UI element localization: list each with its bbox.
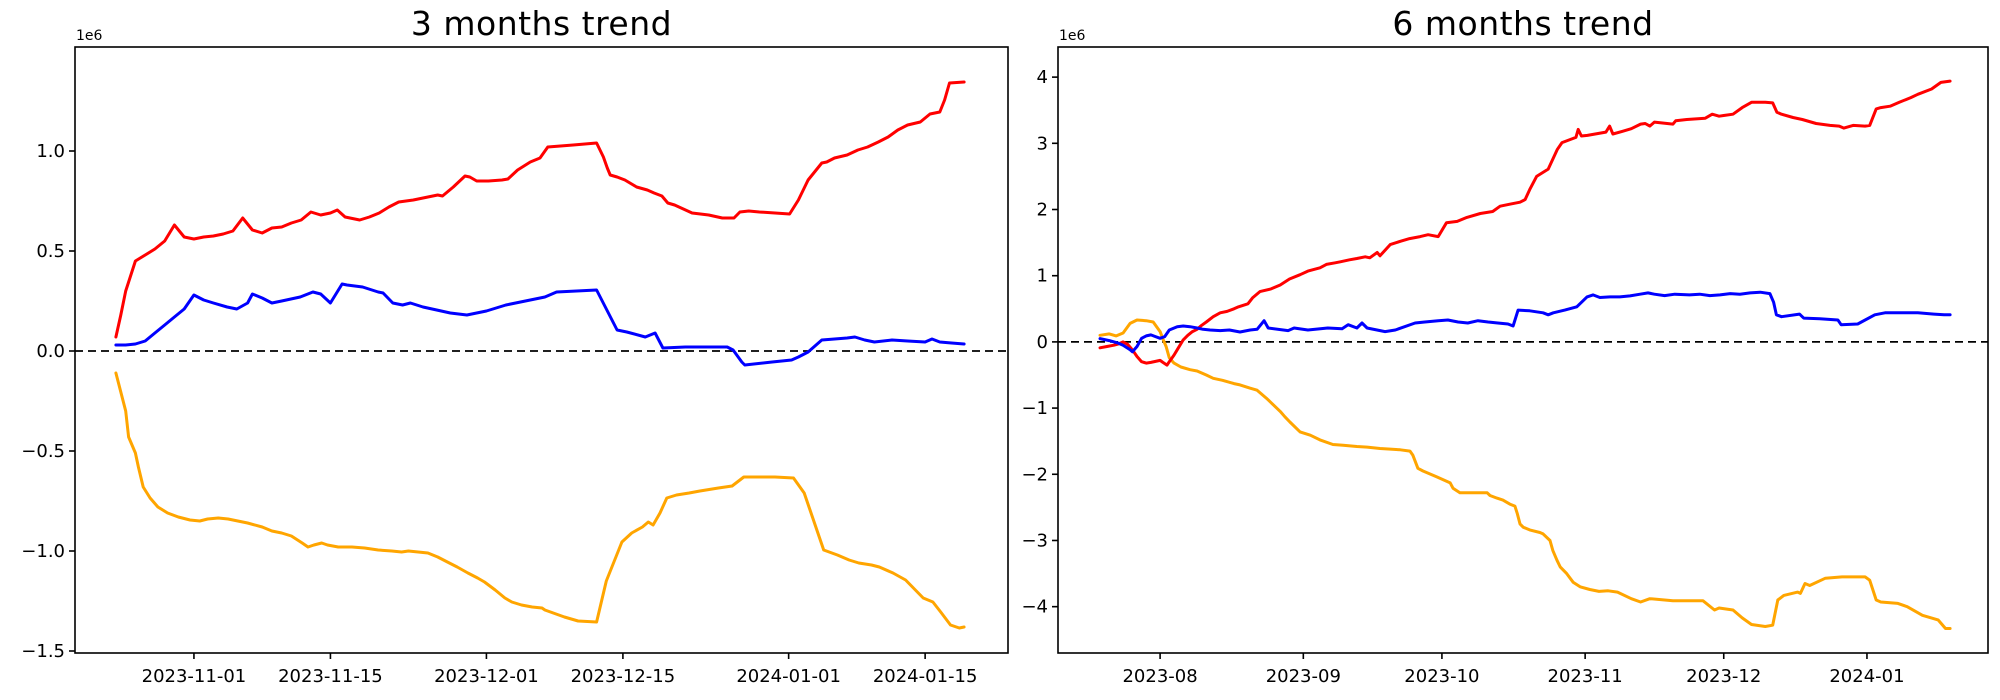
plot-border <box>1057 46 1989 654</box>
series-line-red <box>1098 79 1952 367</box>
y-tick-label: −1.5 <box>21 641 65 662</box>
x-tick-label: 2024-01 <box>1829 666 1904 687</box>
y-tick-label: 4 <box>1037 67 1048 88</box>
y-tick-label: −1.0 <box>21 541 65 562</box>
x-tick-label: 2023-11-01 <box>142 666 247 687</box>
y-tick-label: 0.5 <box>36 241 65 262</box>
y-tick-label: −2 <box>1021 464 1048 485</box>
y-tick-label: 0.0 <box>36 341 65 362</box>
plot-border <box>74 46 1009 654</box>
chart-title-6-months: 6 months trend <box>1392 4 1654 43</box>
y-tick-label: 1 <box>1037 266 1048 287</box>
x-tick-label: 2023-08 <box>1122 666 1197 687</box>
series-line-blue <box>114 282 966 367</box>
y-tick-label: 2 <box>1037 200 1048 221</box>
y-tick-label: 1.0 <box>36 141 65 162</box>
y-tick-label: 0 <box>1037 332 1048 353</box>
y-tick-label: −3 <box>1021 530 1048 551</box>
series-line-orange <box>114 371 966 630</box>
y-tick-label: −1 <box>1021 398 1048 419</box>
y-tick-label: 3 <box>1037 133 1048 154</box>
x-tick-label: 2023-12-15 <box>571 666 676 687</box>
x-tick-label: 2023-11 <box>1548 666 1623 687</box>
series-line-blue <box>1098 290 1952 354</box>
chart-title-3-months: 3 months trend <box>410 4 673 43</box>
x-tick-label: 2023-12 <box>1686 666 1761 687</box>
x-tick-label: 2024-01-15 <box>873 666 978 687</box>
series-line-red <box>114 80 966 339</box>
y-tick-label: −4 <box>1021 597 1048 618</box>
x-tick-label: 2023-10 <box>1404 666 1479 687</box>
series-line-orange <box>1098 318 1952 630</box>
y-axis-offset-label-right: 1e6 <box>1059 28 1086 44</box>
x-tick-label: 2024-01-01 <box>736 666 841 687</box>
x-tick-label: 2023-11-15 <box>278 666 383 687</box>
y-axis-offset-label-left: 1e6 <box>76 28 103 44</box>
x-tick-label: 2023-09 <box>1266 666 1341 687</box>
x-tick-label: 2023-12-01 <box>434 666 539 687</box>
y-tick-label: −0.5 <box>21 441 65 462</box>
